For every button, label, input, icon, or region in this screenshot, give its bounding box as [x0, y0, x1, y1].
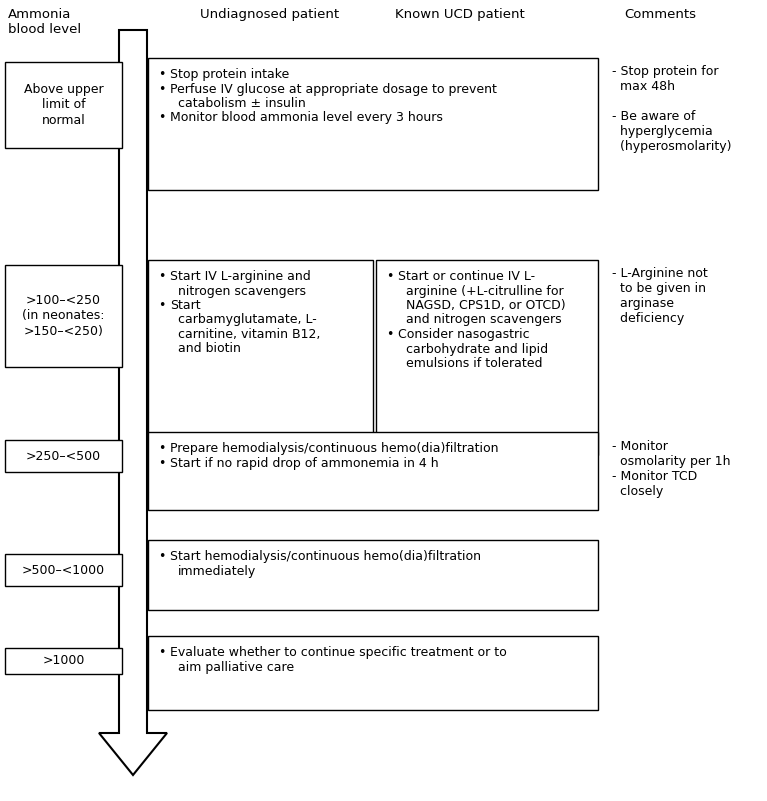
- Text: Evaluate whether to continue specific treatment or to: Evaluate whether to continue specific tr…: [170, 646, 507, 659]
- Bar: [148, 636, 598, 710]
- Bar: [148, 58, 598, 190]
- Polygon shape: [99, 30, 167, 775]
- Text: •: •: [158, 270, 166, 283]
- Text: Consider nasogastric: Consider nasogastric: [398, 328, 530, 341]
- Text: >100–<250
(in neonates:
>150–<250): >100–<250 (in neonates: >150–<250): [22, 295, 105, 337]
- Bar: [5, 62, 122, 148]
- Text: •: •: [386, 328, 393, 341]
- Bar: [5, 648, 122, 674]
- Bar: [148, 260, 373, 455]
- Text: •: •: [158, 457, 166, 469]
- Text: carbohydrate and lipid: carbohydrate and lipid: [406, 343, 548, 356]
- Text: - Stop protein for
  max 48h

- Be aware of
  hyperglycemia
  (hyperosmolarity): - Stop protein for max 48h - Be aware of…: [612, 65, 732, 153]
- Text: Start hemodialysis/continuous hemo(dia)filtration: Start hemodialysis/continuous hemo(dia)f…: [170, 550, 481, 563]
- Text: •: •: [158, 299, 166, 312]
- Text: NAGSD, CPS1D, or OTCD): NAGSD, CPS1D, or OTCD): [406, 299, 565, 312]
- Text: •: •: [158, 646, 166, 659]
- Text: •: •: [158, 550, 166, 563]
- Text: >1000: >1000: [42, 654, 84, 667]
- Text: Undiagnosed patient: Undiagnosed patient: [200, 8, 340, 21]
- Text: >500–<1000: >500–<1000: [22, 563, 105, 577]
- Text: - L-Arginine not
  to be given in
  arginase
  deficiency: - L-Arginine not to be given in arginase…: [612, 267, 708, 325]
- Text: Start or continue IV L-: Start or continue IV L-: [398, 270, 535, 283]
- Text: carbamyglutamate, L-: carbamyglutamate, L-: [178, 313, 317, 327]
- Text: nitrogen scavengers: nitrogen scavengers: [178, 284, 306, 297]
- Text: •: •: [158, 68, 166, 81]
- Text: •: •: [158, 111, 166, 124]
- Bar: [5, 265, 122, 367]
- Text: >250–<500: >250–<500: [26, 449, 101, 462]
- Bar: [5, 440, 122, 472]
- Text: Start: Start: [170, 299, 201, 312]
- Text: Comments: Comments: [624, 8, 696, 21]
- Text: •: •: [158, 442, 166, 455]
- Bar: [376, 260, 598, 455]
- Bar: [148, 432, 598, 510]
- Text: Above upper
limit of
normal: Above upper limit of normal: [24, 83, 104, 127]
- Text: Start IV L-arginine and: Start IV L-arginine and: [170, 270, 311, 283]
- Bar: [148, 540, 598, 610]
- Bar: [5, 554, 122, 586]
- Text: Ammonia
blood level: Ammonia blood level: [8, 8, 81, 36]
- Text: Prepare hemodialysis/continuous hemo(dia)filtration: Prepare hemodialysis/continuous hemo(dia…: [170, 442, 499, 455]
- Text: Monitor blood ammonia level every 3 hours: Monitor blood ammonia level every 3 hour…: [170, 111, 443, 124]
- Text: Perfuse IV glucose at appropriate dosage to prevent: Perfuse IV glucose at appropriate dosage…: [170, 83, 497, 95]
- Text: emulsions if tolerated: emulsions if tolerated: [406, 357, 542, 370]
- Text: - Monitor
  osmolarity per 1h
- Monitor TCD
  closely: - Monitor osmolarity per 1h - Monitor TC…: [612, 440, 730, 498]
- Text: aim palliative care: aim palliative care: [178, 661, 294, 674]
- Text: and nitrogen scavengers: and nitrogen scavengers: [406, 313, 561, 327]
- Text: and biotin: and biotin: [178, 343, 241, 356]
- Text: Known UCD patient: Known UCD patient: [395, 8, 525, 21]
- Text: immediately: immediately: [178, 565, 256, 578]
- Text: catabolism ± insulin: catabolism ± insulin: [178, 97, 306, 110]
- Text: Start if no rapid drop of ammonemia in 4 h: Start if no rapid drop of ammonemia in 4…: [170, 457, 439, 469]
- Text: arginine (+L-citrulline for: arginine (+L-citrulline for: [406, 284, 564, 297]
- Text: •: •: [386, 270, 393, 283]
- Text: carnitine, vitamin B12,: carnitine, vitamin B12,: [178, 328, 321, 341]
- Text: Stop protein intake: Stop protein intake: [170, 68, 289, 81]
- Text: •: •: [158, 83, 166, 95]
